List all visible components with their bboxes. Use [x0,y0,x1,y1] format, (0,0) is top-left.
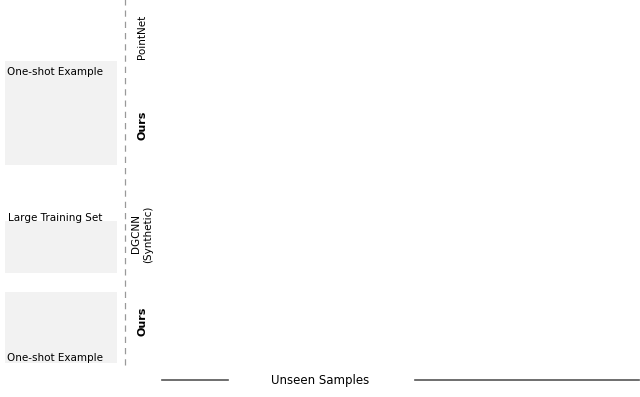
Text: DGCNN
(Synthetic): DGCNN (Synthetic) [131,205,153,262]
Text: One-shot Example: One-shot Example [7,353,102,363]
Text: Large Training Set: Large Training Set [8,213,102,223]
Text: PointNet: PointNet [137,15,147,60]
Text: Unseen Samples: Unseen Samples [271,374,369,387]
Text: One-shot Example: One-shot Example [7,67,102,77]
Text: Ours: Ours [137,307,147,336]
Text: Ours: Ours [137,110,147,140]
